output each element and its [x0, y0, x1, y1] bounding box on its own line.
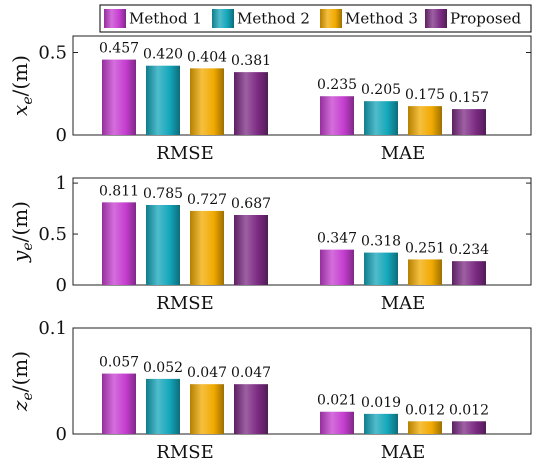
bar-method-1-rmse — [102, 373, 136, 434]
data-label: 0.381 — [231, 53, 271, 69]
legend-label: Proposed — [450, 10, 522, 28]
y-axis-label: xe/(m) — [8, 55, 36, 116]
legend-box — [99, 4, 532, 33]
data-label: 0.157 — [449, 90, 489, 106]
data-label: 0.687 — [231, 196, 271, 212]
bar-method-1-mae — [320, 96, 354, 135]
bar-method-1-mae — [320, 249, 354, 285]
y-tick-label: 1 — [56, 173, 67, 194]
bar-proposed-mae — [452, 261, 486, 285]
data-label: 0.047 — [187, 365, 227, 381]
panel-3: 00.1ze/(m)RMSE MAE0.0570.0210.0520.0190.0… — [8, 318, 532, 463]
x-category-label: RMSE — [156, 143, 213, 164]
legend-swatch-method-3 — [320, 9, 342, 28]
legend-swatch-proposed — [425, 9, 447, 28]
legend-label: Method 2 — [237, 10, 310, 28]
data-label: 0.785 — [143, 186, 183, 202]
bar-method-3-mae — [408, 421, 442, 434]
legend-swatch-method-1 — [104, 9, 126, 28]
data-label: 0.052 — [143, 360, 183, 376]
data-label: 0.012 — [449, 402, 489, 418]
bar-method-2-rmse — [146, 65, 180, 135]
y-tick-label: 0 — [56, 125, 67, 146]
bar-proposed-rmse — [234, 384, 268, 434]
bar-proposed-rmse — [234, 72, 268, 135]
data-label: 0.347 — [317, 231, 357, 247]
data-label: 0.420 — [143, 47, 183, 63]
data-label: 0.727 — [187, 192, 227, 208]
bar-method-2-rmse — [146, 378, 180, 434]
data-label: 0.057 — [99, 355, 139, 371]
legend-label: Method 1 — [129, 10, 202, 28]
data-label: 0.235 — [317, 77, 357, 93]
bar-method-1-rmse — [102, 202, 136, 285]
y-axis-label: ze/(m) — [8, 351, 36, 412]
plot-frame — [72, 327, 532, 435]
x-category-label: MAE — [381, 442, 426, 463]
data-label: 0.175 — [405, 87, 445, 103]
bar-method-1-mae — [320, 411, 354, 434]
plot-frame — [72, 35, 532, 136]
y-tick-label: 0.5 — [38, 43, 67, 64]
y-tick-label: 0 — [56, 275, 67, 296]
y-axis-label: ye/(m) — [8, 201, 36, 263]
plot-frame — [72, 177, 532, 286]
data-label: 0.457 — [99, 41, 139, 57]
data-label: 0.012 — [405, 402, 445, 418]
legend-label: Method 3 — [345, 10, 418, 28]
x-category-label: MAE — [381, 143, 426, 164]
bar-method-3-mae — [408, 106, 442, 135]
x-category-label: MAE — [381, 293, 426, 314]
data-label: 0.811 — [99, 183, 139, 199]
bar-method-2-mae — [364, 413, 398, 434]
y-tick-label: 0.5 — [38, 224, 67, 245]
bar-proposed-rmse — [234, 214, 268, 285]
bar-method-3-mae — [408, 259, 442, 285]
data-label: 0.404 — [187, 49, 227, 65]
panel-1: 0 0.5xe/(m) RMSE MAE 0.457 0.235 0.420 0.205 0.4… — [8, 35, 532, 164]
bar-method-2-mae — [364, 252, 398, 285]
data-label: 0.205 — [361, 82, 401, 98]
bar-method-3-rmse — [190, 68, 224, 135]
data-label: 0.019 — [361, 395, 401, 411]
bar-method-2-mae — [364, 101, 398, 135]
bar-method-2-rmse — [146, 205, 180, 285]
data-label: 0.021 — [317, 393, 357, 409]
bar-method-3-rmse — [190, 210, 224, 285]
x-category-label: RMSE — [156, 293, 213, 314]
data-label: 0.047 — [231, 365, 271, 381]
bar-method-1-rmse — [102, 59, 136, 135]
bar-proposed-mae — [452, 421, 486, 434]
data-label: 0.251 — [405, 240, 445, 256]
legend: Method 1 Method 2 Method 3 Proposed — [99, 4, 532, 33]
bar-method-3-rmse — [190, 384, 224, 434]
y-tick-label: 0 — [56, 424, 67, 445]
data-label: 0.318 — [361, 234, 401, 250]
y-tick-label: 0.1 — [38, 318, 67, 339]
legend-swatch-method-2 — [212, 9, 234, 28]
data-label: 0.234 — [449, 242, 489, 258]
bar-proposed-mae — [452, 109, 486, 135]
x-category-label: RMSE — [156, 442, 213, 463]
